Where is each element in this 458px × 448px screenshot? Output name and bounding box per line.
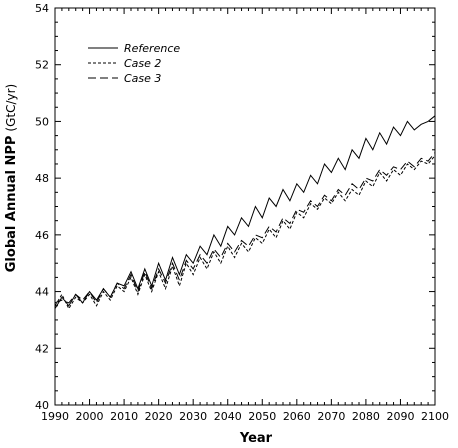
x-tick-label: 2030 bbox=[179, 410, 207, 423]
y-tick-label: 52 bbox=[35, 59, 49, 72]
legend-label: Case 2 bbox=[124, 57, 161, 70]
x-tick-label: 2100 bbox=[421, 410, 449, 423]
y-tick-label: 44 bbox=[35, 286, 49, 299]
axes: 1990 2000 2010 2020 2030 2040 2050 2060 2070 2080… bbox=[35, 2, 449, 423]
x-tick-label: 2000 bbox=[76, 410, 104, 423]
y-tick-label: 40 bbox=[35, 399, 49, 412]
x-tick-label: 2060 bbox=[283, 410, 311, 423]
x-tick-label: 2040 bbox=[214, 410, 242, 423]
x-tick-label: 1990 bbox=[41, 410, 69, 423]
legend: Reference Case 2 Case 3 bbox=[88, 42, 180, 85]
series-line-reference bbox=[54, 115, 436, 309]
x-tick-label: 2080 bbox=[352, 410, 380, 423]
y-tick-label: 54 bbox=[35, 2, 49, 15]
x-tick-label: 2090 bbox=[386, 410, 414, 423]
y-tick-label: 50 bbox=[35, 115, 49, 128]
x-tick-label: 2070 bbox=[317, 410, 345, 423]
legend-label: Reference bbox=[124, 42, 180, 55]
x-tick-label: 2010 bbox=[110, 410, 138, 423]
y-tick-label: 46 bbox=[35, 229, 49, 242]
plot-frame bbox=[54, 7, 436, 406]
plot-area bbox=[54, 115, 436, 310]
y-axis-title-unit: (GtC/yr) bbox=[4, 84, 18, 132]
y-axis-title-main: Global Annual NPP bbox=[4, 136, 19, 273]
legend-label: Case 3 bbox=[124, 72, 161, 85]
x-tick-label: 2050 bbox=[248, 410, 276, 423]
y-tick-label: 48 bbox=[35, 172, 49, 185]
y-axis-title: Global Annual NPP (GtC/yr) bbox=[4, 84, 19, 272]
series-line-case-2 bbox=[54, 155, 436, 310]
x-tick-label: 2020 bbox=[145, 410, 173, 423]
series-line-case-3 bbox=[54, 152, 436, 304]
y-tick-label: 42 bbox=[35, 342, 49, 355]
x-axis-title: Year bbox=[239, 431, 273, 446]
